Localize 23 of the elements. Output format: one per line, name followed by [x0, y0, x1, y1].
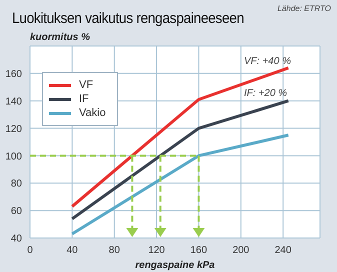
legend-label: Vakio [79, 106, 106, 120]
annotation: IF: +20 % [244, 88, 288, 99]
y-tick-label: 40 [10, 234, 22, 245]
annotation: VF: +40 % [244, 56, 291, 67]
y-tick-label: 60 [10, 206, 22, 218]
chart-title: Luokituksen vaikutus rengaspaineeseen [12, 10, 244, 27]
legend-label: VF [79, 78, 94, 92]
legend-label: IF [79, 92, 89, 106]
text: Lähde: ETRTO [277, 4, 331, 13]
x-tick-label: 200 [232, 245, 250, 256]
y-tick-label: 80 [10, 178, 22, 190]
x-tick-label: 0 [27, 245, 34, 256]
y-tick-label: 140 [5, 96, 22, 108]
y-axis-title: kuormitus % [30, 32, 90, 43]
x-axis-title: rengaspaine kPa [135, 260, 216, 271]
x-tick-label: 40 [66, 245, 78, 256]
y-tick-label: 160 [5, 68, 22, 80]
x-tick-label: 80 [108, 245, 120, 256]
x-tick-label: 240 [274, 245, 292, 256]
x-tick-label: 160 [190, 245, 208, 256]
x-tick-label: 120 [148, 245, 166, 256]
y-tick-label: 120 [5, 124, 22, 135]
y-tick-label: 100 [5, 151, 22, 162]
